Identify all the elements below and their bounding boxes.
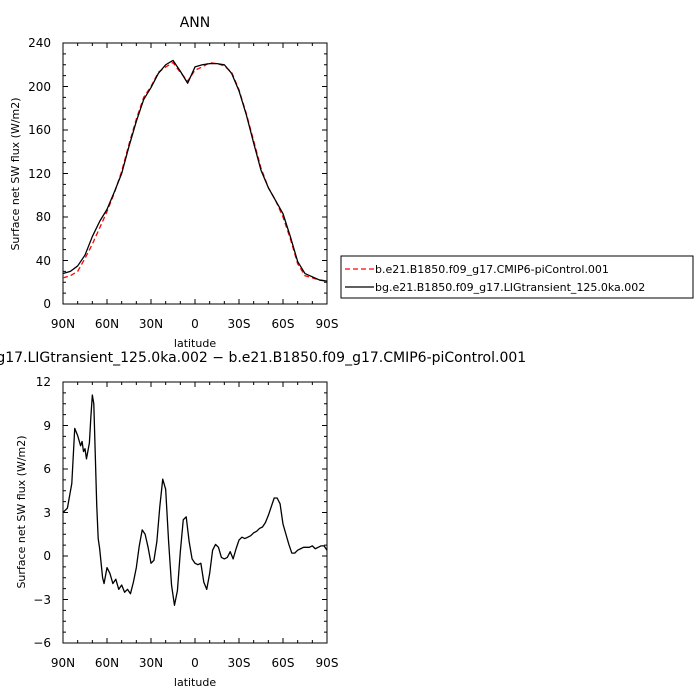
- top-series-group: [62, 59, 328, 282]
- bottom-xtick-label-30s: 30S: [228, 656, 251, 670]
- bottom-axis-ticks: [62, 381, 328, 644]
- bottom-xtick-label-90s: 90S: [316, 656, 339, 670]
- bottom-x-axis-label: latitude: [174, 676, 216, 689]
- bottom-xtick-label-60n: 60N: [95, 656, 119, 670]
- bottom-ytick-label-0: 0: [43, 549, 51, 563]
- top-plot-frame: [62, 42, 328, 305]
- top-xtick-label-30n: 30N: [139, 317, 163, 331]
- bottom-series-group: [62, 394, 328, 606]
- top-xtick-label-60s: 60S: [272, 317, 295, 331]
- bottom-ytick-label-12: 12: [36, 375, 51, 389]
- top-y-axis-label: Surface net SW flux (W/m2): [9, 97, 22, 250]
- bottom-series-line-0: [62, 394, 328, 606]
- top-ytick-label-0: 0: [43, 297, 51, 311]
- top-xtick-label-0: 0: [191, 317, 199, 331]
- top-ytick-label-120: 120: [28, 167, 51, 181]
- bottom-ytick-label-3: 3: [43, 506, 51, 520]
- top-series-line-1: [62, 59, 328, 282]
- bottom-ytick-label-neg3: −3: [33, 593, 51, 607]
- legend-label-ligtransient: bg.e21.B1850.f09_g17.LIGtransient_125.0k…: [375, 281, 645, 294]
- top-xtick-label-90n: 90N: [51, 317, 75, 331]
- top-xtick-label-90s: 90S: [316, 317, 339, 331]
- bottom-chart: bg.e21.B1850.f09_g17.LIGtransient_125.0k…: [0, 350, 526, 689]
- top-ytick-label-240: 240: [28, 36, 51, 50]
- bottom-y-axis-label: Surface net SW flux (W/m2): [15, 435, 28, 588]
- bottom-xtick-label-30n: 30N: [139, 656, 163, 670]
- bottom-xtick-label-90n: 90N: [51, 656, 75, 670]
- top-ytick-label-40: 40: [36, 254, 51, 268]
- top-chart-title: ANN: [180, 15, 211, 31]
- bottom-xtick-label-0: 0: [191, 656, 199, 670]
- bottom-ytick-label-6: 6: [43, 462, 51, 476]
- legend-box: [340, 255, 694, 299]
- top-ytick-label-200: 200: [28, 80, 51, 94]
- top-xtick-label-30s: 30S: [228, 317, 251, 331]
- bottom-chart-title: bg.e21.B1850.f09_g17.LIGtransient_125.0k…: [0, 350, 526, 366]
- bottom-xtick-label-60s: 60S: [272, 656, 295, 670]
- bottom-ytick-label-neg6: −6: [33, 636, 51, 650]
- top-ytick-label-80: 80: [36, 210, 51, 224]
- legend: b.e21.B1850.f09_g17.CMIP6-piControl.001 …: [340, 255, 694, 299]
- top-axis-ticks: [62, 42, 328, 305]
- top-chart: ANN 90N 60N 30N 0 30S 60S 90S 0 40 80 12…: [9, 15, 338, 350]
- top-ytick-label-160: 160: [28, 123, 51, 137]
- legend-label-picontrol: b.e21.B1850.f09_g17.CMIP6-piControl.001: [375, 263, 609, 276]
- top-xtick-label-60n: 60N: [95, 317, 119, 331]
- top-x-axis-label: latitude: [174, 337, 216, 350]
- top-series-line-0: [62, 61, 328, 282]
- bottom-plot-frame: [62, 381, 328, 644]
- bottom-ytick-label-9: 9: [43, 419, 51, 433]
